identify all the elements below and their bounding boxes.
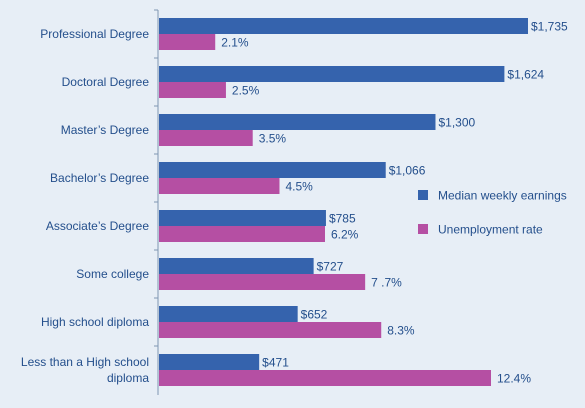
earnings-bar-bachelor-s-degree — [159, 162, 386, 178]
unemployment-label-high-school-diploma: 8.3% — [387, 324, 415, 338]
earnings-label-some-college: $727 — [317, 260, 344, 274]
earnings-label-high-school-diploma: $652 — [301, 308, 328, 322]
earnings-bar-less-than-a-high-school-diploma — [159, 354, 260, 370]
earnings-label-professional-degree: $1,735 — [531, 20, 568, 34]
unemployment-bar-professional-degree — [159, 34, 216, 50]
legend-label-median-weekly-earnings: Median weekly earnings — [438, 189, 567, 203]
earnings-label-master-s-degree: $1,300 — [438, 116, 475, 130]
earnings-bar-associate-s-degree — [159, 210, 326, 226]
unemployment-label-bachelor-s-degree: 4.5% — [285, 180, 313, 194]
earnings-label-bachelor-s-degree: $1,066 — [389, 164, 426, 178]
earnings-bar-some-college — [159, 258, 314, 274]
legend-swatch-unemployment-rate — [418, 224, 428, 234]
earnings-bar-doctoral-degree — [159, 66, 505, 82]
bars-group — [154, 9, 528, 386]
unemployment-bar-master-s-degree — [159, 130, 253, 146]
unemployment-bar-less-than-a-high-school-diploma — [159, 370, 491, 386]
category-label-some-college: Some college — [76, 267, 149, 281]
category-label-professional-degree: Professional Degree — [40, 27, 149, 41]
category-label-doctoral-degree: Doctoral Degree — [62, 75, 150, 89]
unemployment-bar-associate-s-degree — [159, 226, 325, 242]
category-label-associate-s-degree: Associate’s Degree — [46, 219, 149, 233]
earnings-label-associate-s-degree: $785 — [329, 212, 356, 226]
unemployment-label-doctoral-degree: 2.5% — [232, 84, 260, 98]
unemployment-label-some-college: 7 .7% — [371, 276, 402, 290]
earnings-bar-professional-degree — [159, 18, 528, 34]
earnings-label-less-than-a-high-school-diploma: $471 — [262, 356, 289, 370]
category-label-bachelor-s-degree: Bachelor’s Degree — [50, 171, 149, 185]
unemployment-bar-high-school-diploma — [159, 322, 382, 338]
legend: Median weekly earnings Unemployment rate — [418, 189, 567, 237]
unemployment-label-less-than-a-high-school-diploma: 12.4% — [497, 372, 531, 386]
unemployment-label-professional-degree: 2.1% — [221, 36, 249, 50]
unemployment-label-master-s-degree: 3.5% — [259, 132, 287, 146]
legend-label-unemployment-rate: Unemployment rate — [438, 223, 543, 237]
earnings-bar-high-school-diploma — [159, 306, 298, 322]
unemployment-bar-some-college — [159, 274, 366, 290]
unemployment-bar-bachelor-s-degree — [159, 178, 280, 194]
category-label-less-than-a-high-school-diploma: Less than a High school diploma — [21, 355, 149, 385]
earnings-label-doctoral-degree: $1,624 — [507, 68, 544, 82]
category-label-high-school-diploma: High school diploma — [41, 315, 149, 329]
unemployment-label-associate-s-degree: 6.2% — [331, 228, 359, 242]
unemployment-bar-doctoral-degree — [159, 82, 226, 98]
earnings-bar-master-s-degree — [159, 114, 436, 130]
labels-group: $1,735 2.1% Professional Degree $1,624 2.5% D… — [21, 20, 568, 386]
legend-swatch-median-weekly-earnings — [418, 190, 428, 200]
category-label-master-s-degree: Master’s Degree — [61, 123, 150, 137]
